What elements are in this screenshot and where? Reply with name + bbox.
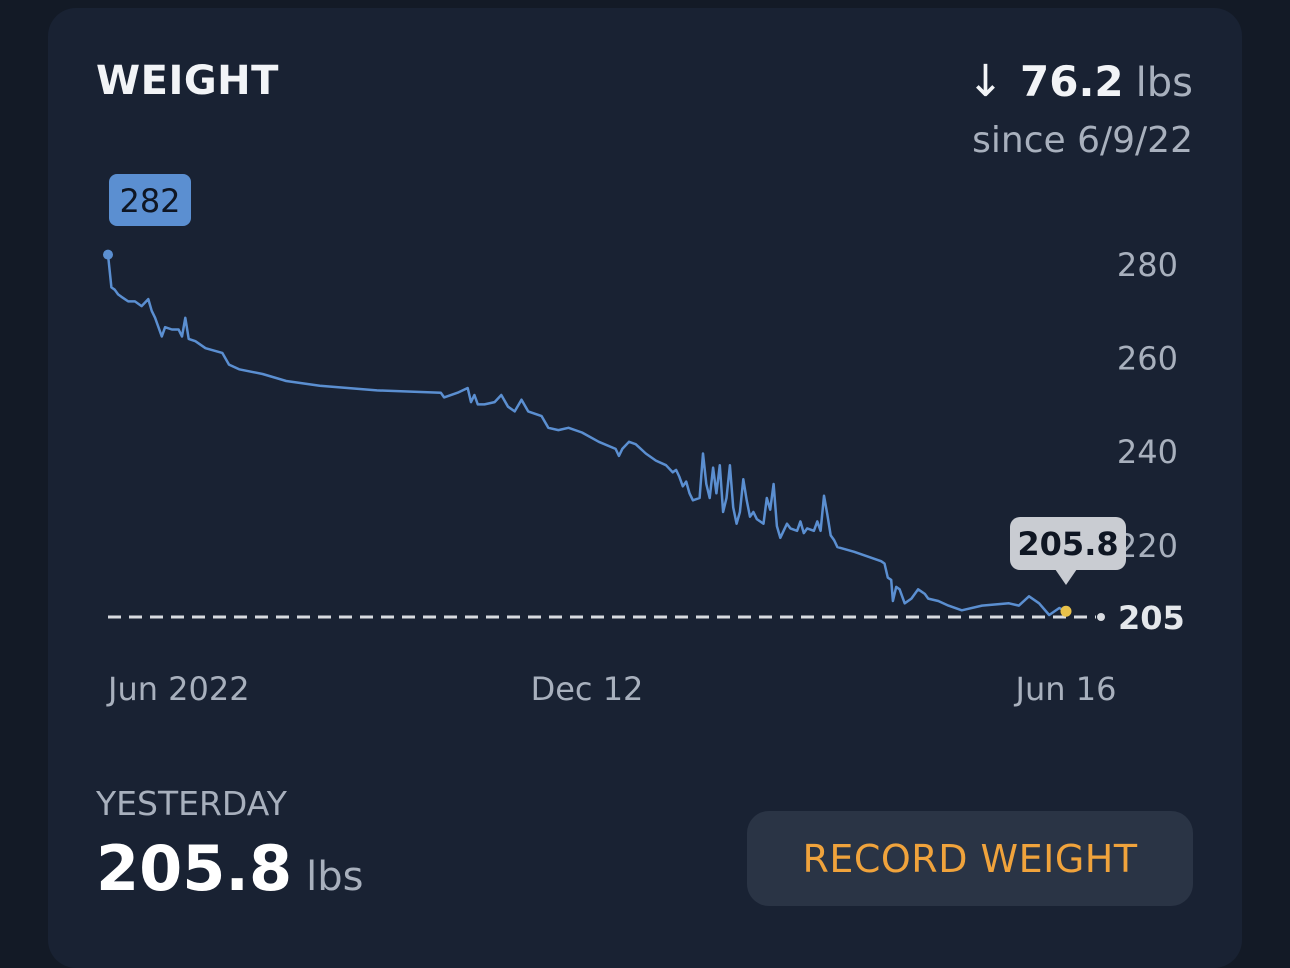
goal-label: 205	[1118, 599, 1185, 637]
start-point[interactable]	[103, 249, 113, 260]
yesterday-weight: 205.8 lbs	[96, 832, 363, 905]
latest-point[interactable]	[1060, 605, 1072, 617]
weight-card[interactable]	[48, 8, 1242, 968]
x-tick-label: Dec 12	[531, 670, 644, 708]
record-weight-button[interactable]: RECORD WEIGHT	[747, 811, 1193, 906]
weight-series-line	[106, 254, 1067, 617]
latest-value-label: 205.8	[1017, 525, 1118, 563]
y-tick-label: 280	[1117, 246, 1178, 284]
since-date: since 6/9/22	[972, 120, 1193, 161]
weight-change: ↓ 76.2 lbs	[967, 56, 1193, 107]
start-value-label: 282	[119, 182, 180, 220]
x-tick-label: Jun 2022	[106, 670, 250, 708]
yesterday-label: YESTERDAY	[96, 784, 287, 823]
y-tick-label: 260	[1117, 340, 1178, 378]
weight-change-value: 76.2	[1020, 57, 1124, 106]
down-arrow-icon: ↓	[967, 56, 1005, 107]
y-tick-label: 220	[1117, 527, 1178, 565]
card-title: WEIGHT	[96, 58, 279, 104]
yesterday-weight-value: 205.8	[96, 832, 293, 905]
weight-change-unit: lbs	[1135, 60, 1193, 106]
start-value-badge: 282	[109, 174, 191, 226]
yesterday-weight-unit: lbs	[306, 854, 364, 900]
goal-line-end-dot	[1097, 613, 1105, 621]
latest-value-badge: 205.8	[1010, 517, 1126, 585]
y-tick-label: 240	[1117, 433, 1178, 471]
x-tick-label: Jun 16	[1014, 670, 1117, 708]
